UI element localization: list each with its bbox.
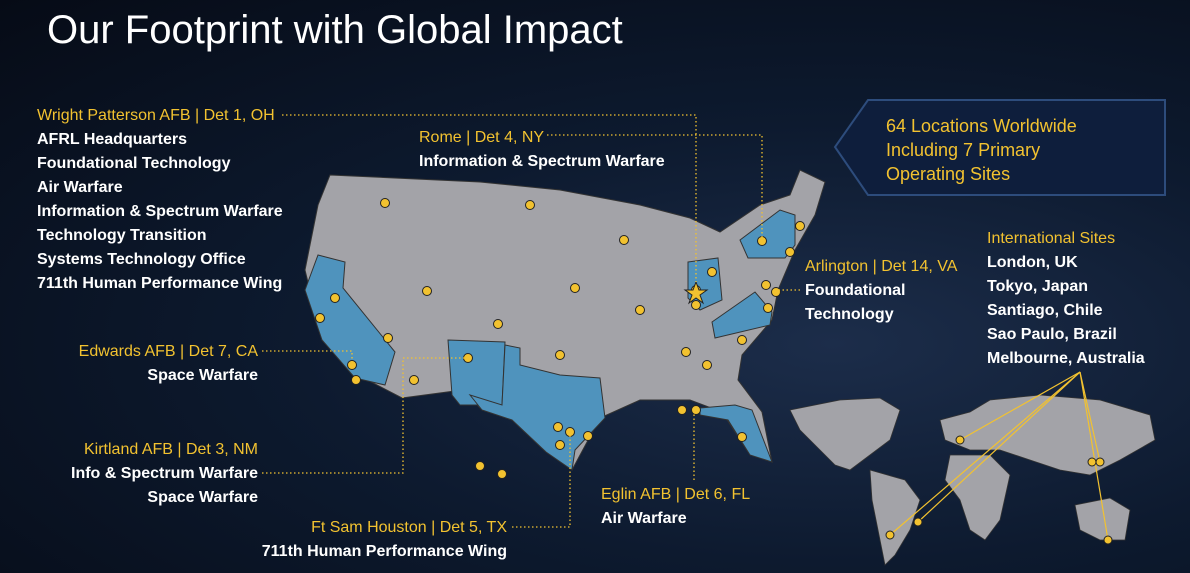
site-item: Systems Technology Office: [37, 251, 246, 268]
location-dots: [315, 198, 1113, 545]
slide-title: Our Footprint with Global Impact: [47, 8, 623, 52]
site-label: Arlington | Det 14, VA: [805, 258, 958, 275]
callout-text: Including 7 Primary: [886, 140, 1041, 160]
site-item: Space Warfare: [147, 367, 258, 384]
site-label: Edwards AFB | Det 7, CA: [78, 343, 258, 360]
site-label: Ft Sam Houston | Det 5, TX: [311, 519, 507, 536]
callout-box: [833, 99, 1166, 196]
international-item: Melbourne, Australia: [987, 350, 1145, 367]
international-item: Tokyo, Japan: [987, 278, 1089, 295]
international-item: Sao Paulo, Brazil: [987, 326, 1117, 343]
us-map: [304, 169, 826, 471]
site-item: Information & Spectrum Warfare: [419, 153, 665, 170]
site-item: Foundational: [805, 282, 906, 299]
site-item: Air Warfare: [601, 510, 687, 527]
site-label: Eglin AFB | Det 6, FL: [601, 486, 751, 503]
world-map: [789, 394, 1156, 566]
site-item: Foundational Technology: [37, 155, 231, 172]
site-item: Info & Spectrum Warfare: [71, 465, 258, 482]
site-item: Technology: [805, 306, 894, 323]
site-item: Technology Transition: [37, 227, 207, 244]
site-item: Information & Spectrum Warfare: [37, 203, 283, 220]
site-item: Air Warfare: [37, 179, 123, 196]
site-label: Kirtland AFB | Det 3, NM: [84, 441, 258, 458]
international-links: [889, 371, 1109, 541]
callout-text: Operating Sites: [886, 164, 1011, 184]
highlight-states: [304, 209, 796, 471]
site-item: 711th Human Performance Wing: [37, 275, 283, 292]
callout-text: 64 Locations Worldwide: [886, 116, 1077, 136]
international-label: International Sites: [987, 230, 1116, 247]
site-item: 711th Human Performance Wing: [261, 543, 507, 560]
leader-lines: [262, 114, 800, 528]
international-item: London, UK: [987, 254, 1078, 271]
site-label: Rome | Det 4, NY: [419, 129, 545, 146]
site-item: AFRL Headquarters: [37, 131, 187, 148]
international-item: Santiago, Chile: [987, 302, 1103, 319]
site-label: Wright Patterson AFB | Det 1, OH: [37, 107, 275, 124]
site-item: Space Warfare: [147, 489, 258, 506]
